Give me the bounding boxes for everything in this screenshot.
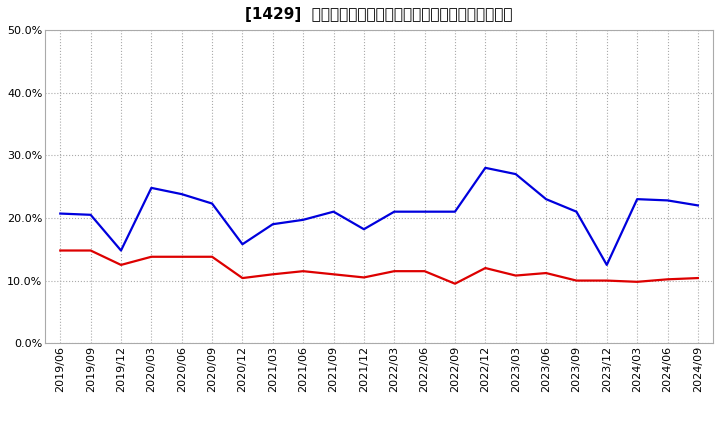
有利子負債: [299, 217, 307, 223]
現須金: [572, 278, 581, 283]
有利子負債: [269, 222, 277, 227]
有利子負債: [572, 209, 581, 214]
現須金: [663, 277, 672, 282]
現須金: [147, 254, 156, 260]
現須金: [603, 278, 611, 283]
有利子負債: [86, 212, 95, 217]
現須金: [359, 275, 368, 280]
有利子負債: [177, 191, 186, 197]
有利子負債: [238, 242, 247, 247]
現須金: [117, 262, 125, 268]
有利子負債: [390, 209, 399, 214]
現須金: [329, 271, 338, 277]
有利子負債: [329, 209, 338, 214]
Line: 現須金: 現須金: [60, 250, 698, 284]
現須金: [390, 268, 399, 274]
現須金: [86, 248, 95, 253]
有利子負債: [511, 172, 520, 177]
有利子負債: [633, 197, 642, 202]
現須金: [451, 281, 459, 286]
現須金: [481, 265, 490, 271]
有利子負債: [693, 203, 702, 208]
有利子負債: [663, 198, 672, 203]
現須金: [541, 271, 550, 276]
現須金: [238, 275, 247, 281]
有利子負債: [541, 197, 550, 202]
現須金: [56, 248, 65, 253]
有利子負債: [451, 209, 459, 214]
有利子負債: [208, 201, 217, 206]
現須金: [693, 275, 702, 281]
現須金: [420, 268, 429, 274]
現須金: [511, 273, 520, 278]
有利子負債: [359, 227, 368, 232]
現須金: [299, 268, 307, 274]
有利子負債: [56, 211, 65, 216]
現須金: [177, 254, 186, 260]
有利子負債: [481, 165, 490, 170]
現須金: [208, 254, 217, 260]
現須金: [269, 271, 277, 277]
有利子負債: [603, 262, 611, 268]
Title: [1429]  現須金、有利子負債の総資産に対する比率の推移: [1429] 現須金、有利子負債の総資産に対する比率の推移: [246, 7, 513, 22]
有利子負債: [117, 248, 125, 253]
Line: 有利子負債: 有利子負債: [60, 168, 698, 265]
有利子負債: [420, 209, 429, 214]
有利子負債: [147, 185, 156, 191]
現須金: [633, 279, 642, 285]
